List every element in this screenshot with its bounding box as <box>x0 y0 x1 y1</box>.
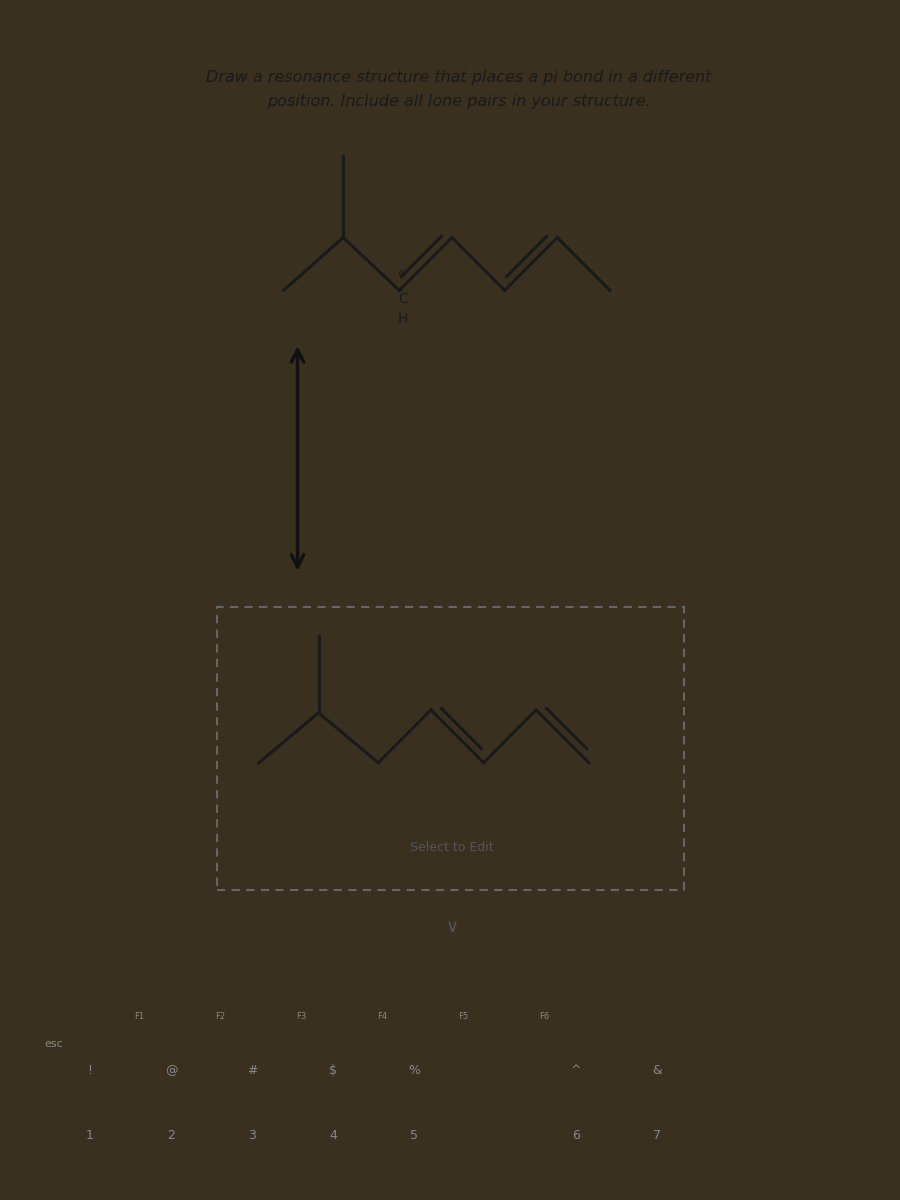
Text: 1: 1 <box>86 1129 94 1141</box>
Text: !: ! <box>87 1064 93 1076</box>
Text: F6: F6 <box>539 1012 550 1021</box>
Text: F2: F2 <box>215 1012 226 1021</box>
Text: ⊕: ⊕ <box>398 269 408 278</box>
Text: Draw a resonance structure that places a pi bond in a different: Draw a resonance structure that places a… <box>206 70 712 84</box>
Text: esc: esc <box>45 1039 63 1050</box>
Text: ∨: ∨ <box>446 918 458 936</box>
Text: H: H <box>398 312 408 325</box>
Text: 5: 5 <box>410 1129 418 1141</box>
Text: &: & <box>652 1064 662 1076</box>
Text: position. Include all lone pairs in your structure.: position. Include all lone pairs in your… <box>267 94 651 108</box>
Text: F3: F3 <box>296 1012 307 1021</box>
Text: #: # <box>247 1064 257 1076</box>
Text: ^: ^ <box>571 1064 581 1076</box>
Text: F1: F1 <box>134 1012 145 1021</box>
Text: F5: F5 <box>458 1012 469 1021</box>
Text: @: @ <box>165 1064 177 1076</box>
Text: 7: 7 <box>653 1129 661 1141</box>
Text: F4: F4 <box>377 1012 388 1021</box>
Text: 3: 3 <box>248 1129 256 1141</box>
Text: Select to Edit: Select to Edit <box>410 841 494 853</box>
Text: $: $ <box>329 1064 337 1076</box>
Text: %: % <box>408 1064 420 1076</box>
Text: 2: 2 <box>167 1129 175 1141</box>
Text: C: C <box>398 293 408 306</box>
Text: 4: 4 <box>329 1129 337 1141</box>
Text: 6: 6 <box>572 1129 580 1141</box>
